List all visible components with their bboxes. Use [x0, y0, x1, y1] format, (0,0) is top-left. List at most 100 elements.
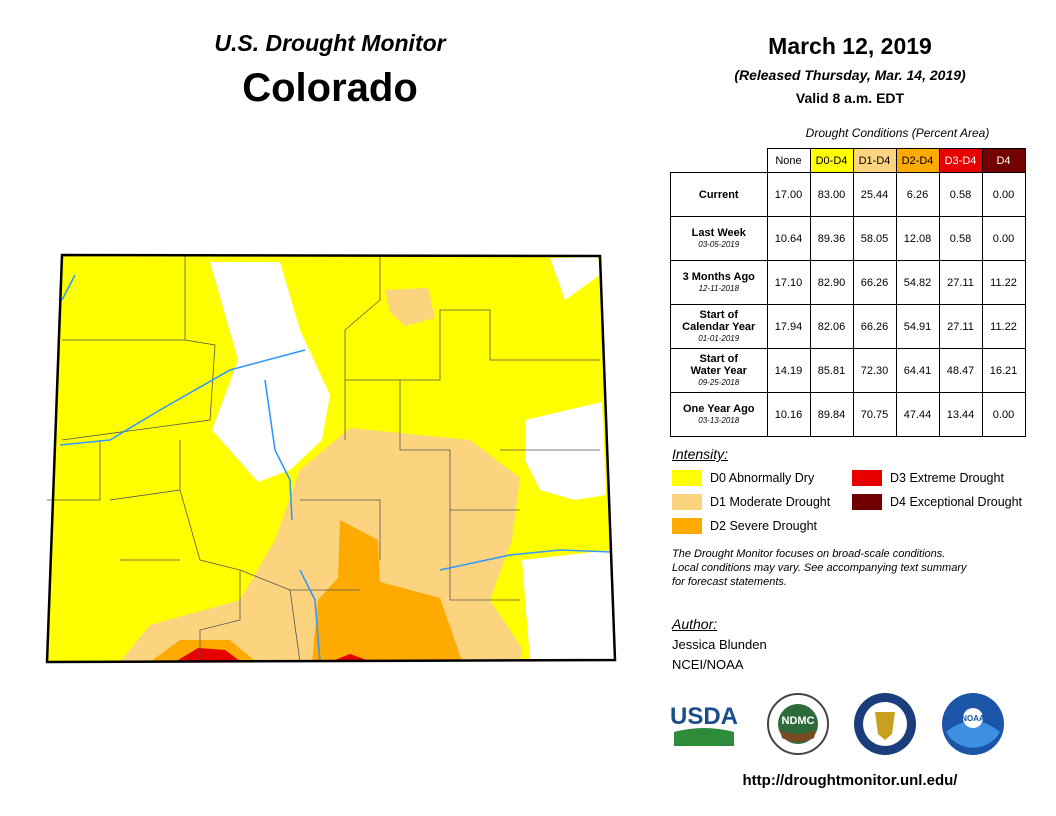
- legend-label: D1 Moderate Drought: [710, 495, 831, 509]
- legend-swatch: [672, 470, 702, 486]
- legend-item: D1 Moderate Drought: [672, 494, 830, 510]
- table-value: 10.64: [766, 216, 811, 261]
- legend-label: D0 Abnormally Dry: [710, 471, 815, 485]
- note-line: The Drought Monitor focuses on broad-sca…: [672, 548, 946, 560]
- table-row: One Year Ago 03-13-2018 10.16 89.84 70.75 47.…: [670, 392, 1026, 437]
- table-value: 10.16: [766, 392, 811, 437]
- map: [45, 253, 617, 664]
- row-label: Last Week 03-05-2019: [670, 216, 768, 261]
- legend-swatch: [672, 494, 702, 510]
- row-label: Start of Calendar Year 01-01-2019: [670, 304, 768, 349]
- note-line: Local conditions may vary. See accompany…: [672, 562, 967, 574]
- row-label-line: Current: [698, 188, 739, 201]
- table-value: 25.44: [852, 172, 897, 217]
- usda-logo: USDA: [670, 703, 738, 730]
- table-value: 54.82: [895, 260, 940, 305]
- noaa-logo: NOAA: [961, 714, 985, 723]
- table-row: Current 17.00 83.00 25.44 6.26 0.58 0.00: [670, 172, 1026, 217]
- table-value: 82.06: [809, 304, 854, 349]
- table-value: 82.90: [809, 260, 854, 305]
- row-label: 3 Months Ago 12-11-2018: [670, 260, 768, 305]
- row-label-line: Start of: [699, 352, 739, 365]
- header-row: None D0-D4 D1-D4 D2-D4 D3-D4 D4: [670, 148, 1026, 173]
- state-title: Colorado: [242, 66, 418, 110]
- release-date: (Released Thursday, Mar. 14, 2019): [734, 67, 966, 83]
- row-label-line: Water Year: [690, 364, 747, 377]
- table-value: 83.00: [809, 172, 854, 217]
- legend-label: D2 Severe Drought: [710, 519, 818, 533]
- ndmc-logo: NDMC: [782, 715, 815, 727]
- table-value: 17.94: [766, 304, 811, 349]
- row-date: 12-11-2018: [698, 283, 739, 293]
- note-line: for forecast statements.: [672, 576, 787, 588]
- legend-swatch: [852, 494, 882, 510]
- table-value: 66.26: [852, 260, 897, 305]
- row-label-line: Start of: [699, 308, 739, 321]
- table-value: 54.91: [895, 304, 940, 349]
- legend-swatch: [672, 518, 702, 534]
- logos: USDA NDMC NOAA: [670, 693, 1004, 755]
- program-title: U.S. Drought Monitor: [214, 30, 446, 56]
- row-label-line: Last Week: [691, 226, 746, 239]
- url[interactable]: http://droughtmonitor.unl.edu/: [742, 772, 958, 789]
- no-drought-area: [210, 262, 330, 482]
- table-value: 17.10: [766, 260, 811, 305]
- map-date: March 12, 2019: [768, 33, 932, 59]
- row-date: 01-01-2019: [698, 333, 740, 343]
- table-value: 89.36: [809, 216, 854, 261]
- column-header: D2-D4: [895, 148, 940, 173]
- table-value: 58.05: [852, 216, 897, 261]
- table-value: 17.00: [766, 172, 811, 217]
- row-label-line: One Year Ago: [682, 402, 755, 415]
- note: The Drought Monitor focuses on broad-sca…: [672, 547, 966, 589]
- legend-item: D0 Abnormally Dry: [672, 470, 814, 486]
- author-heading: Author:: [672, 616, 718, 632]
- table-value: 47.44: [895, 392, 940, 437]
- column-header: D1-D4: [852, 148, 897, 173]
- row-date: 03-13-2018: [698, 415, 740, 425]
- column-header: D4: [981, 148, 1026, 173]
- table-value: 27.11: [938, 304, 983, 349]
- d3-area: [175, 648, 240, 662]
- table-value: 70.75: [852, 392, 897, 437]
- table-value: 66.26: [852, 304, 897, 349]
- county-lines: [47, 256, 600, 663]
- table-value: 13.44: [938, 392, 983, 437]
- table-row: Start of Calendar Year 01-01-2019 17.94 82.0…: [670, 304, 1026, 349]
- table-row: Start of Water Year 09-25-2018 14.19 85.81 72…: [670, 348, 1026, 393]
- d2-area: [312, 520, 462, 662]
- table-value: 64.41: [895, 348, 940, 393]
- no-drought-area: [522, 550, 615, 660]
- column-header: D0-D4: [809, 148, 854, 173]
- table-value: 27.11: [938, 260, 983, 305]
- table-value: 12.08: [895, 216, 940, 261]
- table-value: 0.00: [981, 392, 1026, 437]
- table-value: 0.58: [938, 172, 983, 217]
- table-value: 89.84: [809, 392, 854, 437]
- table-value: 0.00: [981, 172, 1026, 217]
- conditions-table: None D0-D4 D1-D4 D2-D4 D3-D4 D4 Current 17.00 83…: [670, 148, 1026, 437]
- legend-item: D3 Extreme Drought: [852, 470, 1004, 486]
- rivers: [59, 274, 613, 663]
- table-value: 14.19: [766, 348, 811, 393]
- row-date: 09-25-2018: [698, 377, 740, 387]
- table-value: 6.26: [895, 172, 940, 217]
- legend-item: D2 Severe Drought: [672, 518, 817, 534]
- noaa-bird-disc: [963, 708, 983, 728]
- table-value: 0.00: [981, 216, 1026, 261]
- noaa-wave: [946, 721, 1000, 748]
- row-label-line: 3 Months Ago: [682, 270, 755, 283]
- table-value: 85.81: [809, 348, 854, 393]
- legend-swatch: [852, 470, 882, 486]
- legend-title: Intensity:: [672, 446, 729, 462]
- column-header: D3-D4: [938, 148, 983, 173]
- usda-swoosh: [674, 728, 734, 746]
- table-value: 48.47: [938, 348, 983, 393]
- no-drought-area: [550, 257, 600, 300]
- row-label: One Year Ago 03-13-2018: [670, 392, 768, 437]
- legend-label: D4 Exceptional Drought: [890, 495, 1023, 509]
- corner-cell: [670, 148, 768, 173]
- row-label-line: Calendar Year: [682, 320, 756, 333]
- valid-time: Valid 8 a.m. EDT: [795, 90, 905, 106]
